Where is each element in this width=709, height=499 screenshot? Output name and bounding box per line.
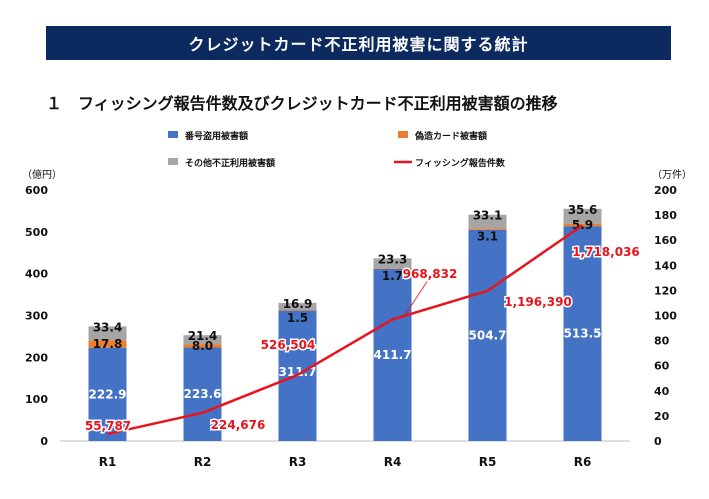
- bar-R1-series-1: [88, 347, 127, 441]
- bar-label-series-3: 33.1: [473, 209, 503, 223]
- x-tick-label: R5: [479, 455, 497, 469]
- bar-R3-series-2: [278, 309, 317, 311]
- bar-R2-series-1: [183, 347, 222, 441]
- y-right-unit-label: （万件）: [652, 169, 692, 181]
- bar-R2-series-3: [183, 335, 222, 345]
- line-label: 1,718,036: [572, 245, 640, 259]
- y-left-unit-label: （億円）: [22, 168, 62, 181]
- x-tick-label: R6: [574, 455, 592, 469]
- bar-label-series-2: 17.8: [93, 337, 123, 351]
- line-label: 224,676: [211, 418, 266, 432]
- bar-label-series-2: 3.1: [477, 230, 498, 244]
- bar-R6-series-1: [563, 226, 602, 441]
- y-right-tick-label: 80: [654, 335, 670, 348]
- x-tick-label: R1: [99, 455, 117, 469]
- bar-R1-series-2: [88, 340, 127, 348]
- bar-label-series-3: 35.6: [568, 203, 598, 217]
- y-left-tick-label: 100: [25, 393, 48, 406]
- bar-label-series-3: 16.9: [283, 297, 313, 311]
- bar-label-series-1: 222.9: [89, 387, 127, 401]
- bar-label-series-1: 504.7: [469, 328, 507, 342]
- bar-label-series-1: 513.5: [564, 327, 602, 341]
- bar-R3-series-3: [278, 302, 317, 310]
- bar-R6-series-3: [563, 208, 602, 224]
- legend-label-4: フィッシング報告件数: [415, 157, 506, 169]
- bar-R2-series-2: [183, 344, 222, 348]
- bar-label-series-3: 33.4: [93, 320, 123, 334]
- legend-swatch-1: [168, 131, 178, 138]
- legend-label-1: 番号盗用被害額: [184, 130, 248, 142]
- y-left-tick-label: 500: [25, 226, 48, 239]
- legend-swatch-3: [168, 158, 178, 165]
- y-right-tick-label: 180: [654, 209, 677, 222]
- y-right-tick-label: 40: [654, 385, 670, 398]
- bar-R5-series-1: [468, 229, 507, 441]
- x-tick-label: R2: [194, 455, 212, 469]
- y-right-tick-label: 120: [654, 284, 677, 297]
- y-right-tick-label: 160: [654, 234, 677, 247]
- bar-R4-series-3: [373, 258, 412, 269]
- bar-label-series-2: 8.0: [192, 339, 213, 353]
- y-right-tick-label: 200: [654, 184, 677, 197]
- legend-label-2: 偽造カード被害額: [414, 130, 487, 142]
- line-label: 526,504: [261, 338, 316, 352]
- bar-label-series-1: 411.7: [374, 348, 412, 362]
- section-title: １ フィッシング報告件数及びクレジットカード不正利用被害額の推移: [46, 94, 558, 113]
- bar-label-series-3: 21.4: [188, 329, 218, 343]
- line-label-leader: [402, 273, 433, 319]
- bar-R5-series-3: [468, 214, 507, 229]
- bar-label-series-1: 223.6: [184, 387, 222, 401]
- line-label: 1,196,390: [504, 295, 572, 309]
- bar-R1-series-3: [88, 326, 127, 341]
- legend-swatch-2: [398, 131, 408, 138]
- banner-title: クレジットカード不正利用被害に関する統計: [46, 26, 671, 60]
- x-tick-label: R3: [289, 455, 307, 469]
- y-left-tick-label: 600: [25, 184, 48, 197]
- bar-R4-series-1: [373, 268, 412, 441]
- y-left-tick-label: 200: [25, 351, 48, 364]
- line-label: 55,787: [85, 419, 131, 433]
- bar-R5-series-2: [468, 228, 507, 230]
- line-label: 968,832: [403, 267, 458, 281]
- bar-label-series-3: 23.3: [378, 252, 408, 266]
- y-right-tick-label: 100: [654, 310, 677, 323]
- y-left-tick-label: 300: [25, 310, 48, 323]
- y-right-tick-label: 140: [654, 259, 677, 272]
- y-left-tick-label: 400: [25, 268, 48, 281]
- x-tick-label: R4: [384, 455, 402, 469]
- bar-R4-series-2: [373, 268, 412, 269]
- y-left-tick-label: 0: [40, 435, 48, 448]
- phishing-line: [107, 224, 584, 436]
- y-right-tick-label: 20: [654, 410, 670, 423]
- y-right-tick-label: 0: [654, 435, 662, 448]
- legend-label-3: その他不正利用被害額: [185, 157, 275, 169]
- bar-R6-series-2: [563, 223, 602, 227]
- y-right-tick-label: 60: [654, 360, 670, 373]
- bar-label-series-2: 1.5: [287, 311, 308, 325]
- bar-label-series-2: 1.7: [382, 269, 403, 283]
